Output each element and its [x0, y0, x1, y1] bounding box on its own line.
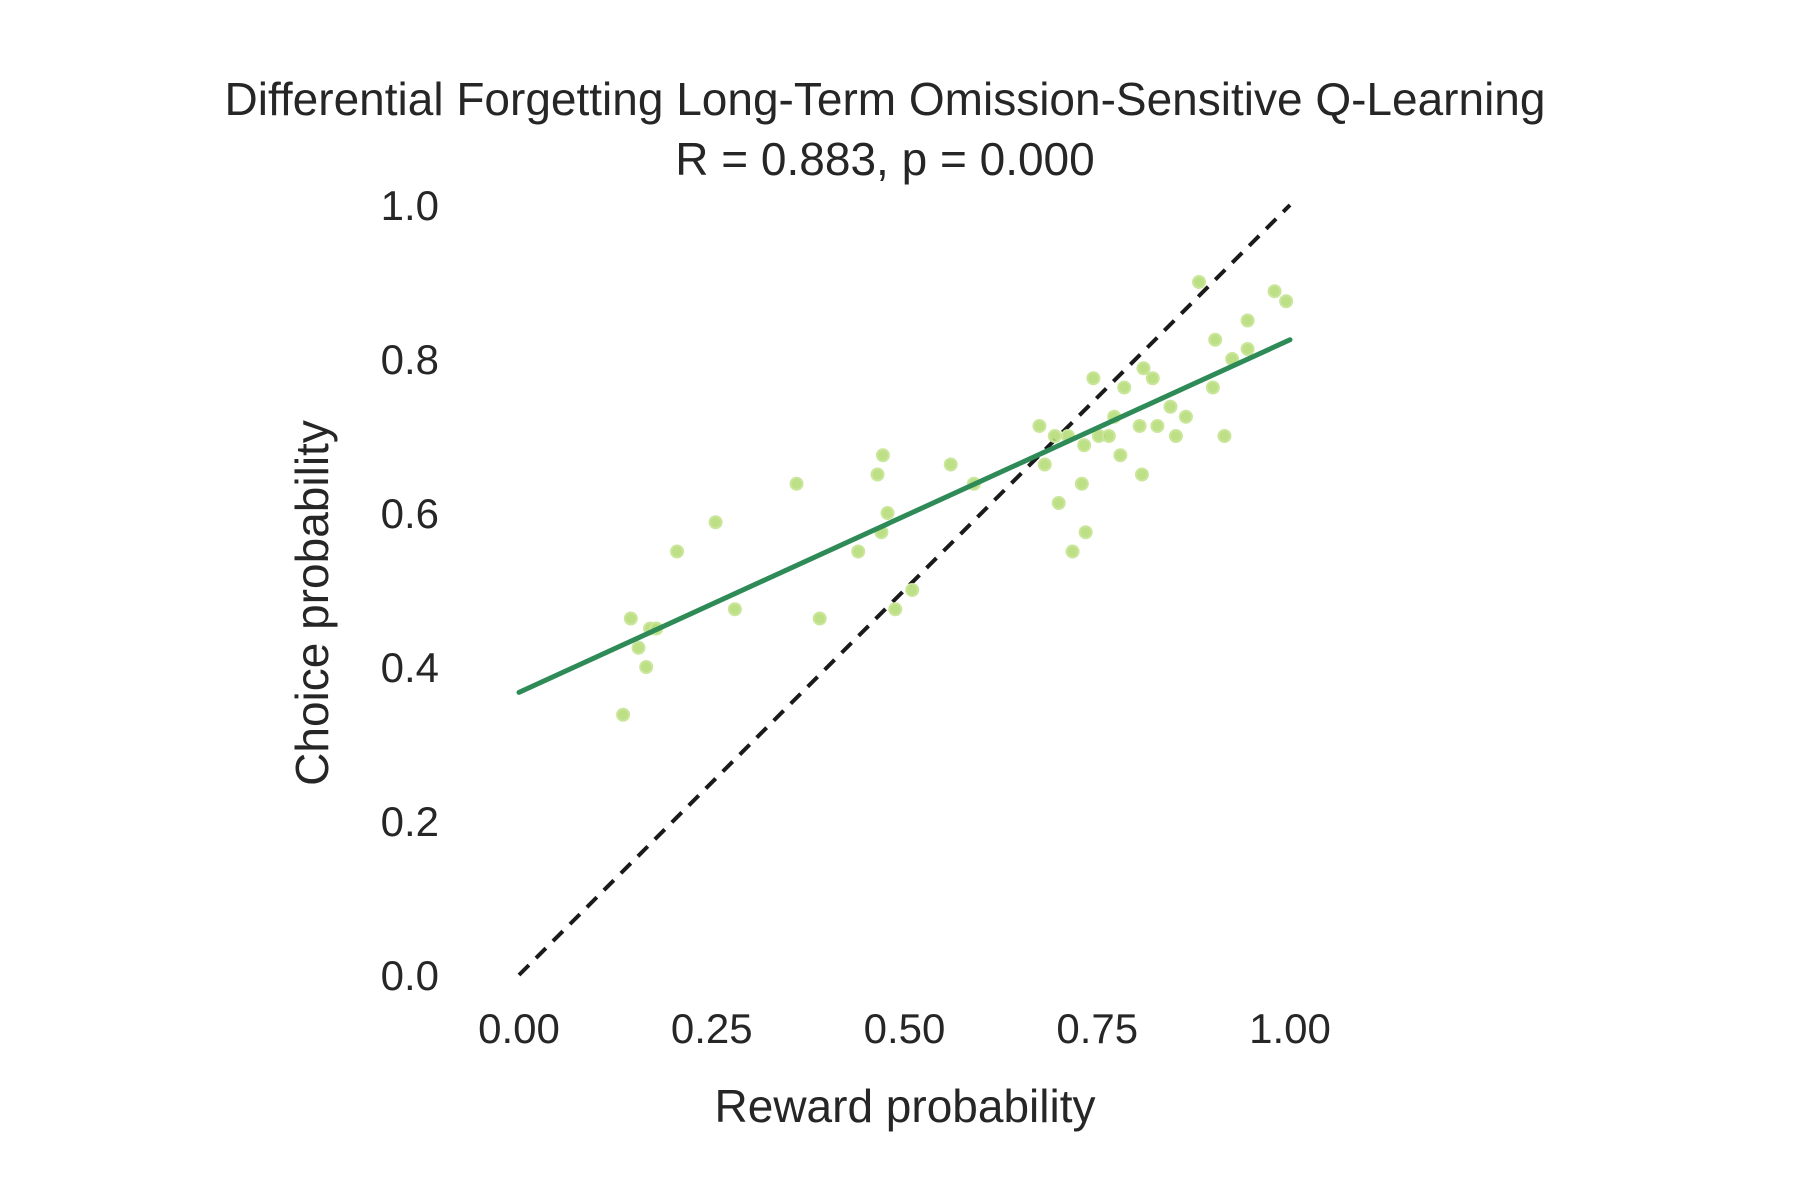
scatter-point — [1077, 438, 1092, 453]
scatter-point — [880, 506, 895, 520]
scatter-point — [708, 515, 723, 530]
scatter-point — [870, 467, 885, 482]
scatter-point — [1078, 525, 1093, 540]
scatter-point — [905, 583, 920, 597]
y-axis-ticks: 0.0 0.2 0.4 0.6 0.8 1.0 — [381, 182, 439, 999]
scatter-point — [1074, 476, 1089, 491]
scatter-point — [851, 544, 866, 559]
y-tick-label: 0.8 — [381, 336, 439, 383]
x-tick-label: 0.50 — [864, 1005, 946, 1052]
x-tick-label: 0.00 — [478, 1005, 560, 1052]
scatter-point — [1037, 457, 1052, 472]
chart-subtitle: R = 0.883, p = 0.000 — [675, 133, 1094, 185]
y-tick-label: 1.0 — [381, 182, 439, 229]
scatter-point — [1065, 544, 1080, 559]
scatter-point — [631, 640, 646, 655]
scatter-point — [1217, 429, 1232, 443]
scatter-point — [1136, 361, 1151, 376]
scatter-point — [1279, 294, 1294, 309]
scatter-point — [1145, 371, 1160, 386]
identity-line — [517, 203, 1292, 977]
scatter-point — [1086, 371, 1101, 386]
x-tick-label: 0.25 — [671, 1005, 753, 1052]
identity-line-layer — [517, 203, 1292, 977]
scatter-point — [639, 660, 654, 674]
x-tick-label: 1.00 — [1249, 1005, 1331, 1052]
scatter-point — [875, 448, 890, 463]
regression-line-layer — [516, 337, 1293, 695]
y-tick-label: 0.6 — [381, 490, 439, 537]
scatter-points — [616, 275, 1294, 722]
scatter-point — [943, 457, 958, 472]
scatter-point — [623, 611, 638, 626]
scatter-point — [888, 602, 903, 617]
regression-line — [516, 337, 1293, 695]
scatter-point — [727, 602, 742, 617]
scatter-point — [1134, 467, 1149, 482]
scatter-point — [1113, 448, 1128, 463]
y-axis-label: Choice probability — [286, 420, 338, 786]
scatter-point — [1032, 418, 1047, 433]
x-axis-ticks: 0.00 0.25 0.50 0.75 1.00 — [478, 1005, 1331, 1052]
x-axis-label: Reward probability — [715, 1080, 1096, 1132]
scatter-point — [1192, 275, 1207, 289]
scatter-point — [1178, 409, 1193, 424]
scatter-point — [1208, 332, 1223, 347]
scatter-point — [1051, 495, 1066, 510]
chart-title: Differential Forgetting Long-Term Omissi… — [225, 73, 1546, 125]
scatter-point — [1205, 380, 1220, 395]
scatter-point — [1240, 313, 1255, 328]
scatter-point — [670, 544, 685, 559]
y-tick-label: 0.2 — [381, 798, 439, 845]
scatter-point — [1047, 429, 1062, 443]
y-tick-label: 0.4 — [381, 644, 439, 691]
scatter-point — [812, 611, 827, 626]
scatter-point — [1101, 429, 1116, 443]
scatter-point — [1117, 380, 1132, 395]
scatter-point — [1163, 399, 1178, 414]
scatter-point — [1168, 429, 1183, 443]
scatter-point — [789, 476, 804, 491]
scatter-point — [1267, 284, 1282, 299]
y-tick-label: 0.0 — [381, 952, 439, 999]
scatter-point — [616, 707, 631, 722]
scatter-point — [1240, 341, 1255, 356]
scatter-point — [1150, 418, 1165, 433]
x-tick-label: 0.75 — [1056, 1005, 1138, 1052]
scatter-point — [1132, 418, 1147, 433]
